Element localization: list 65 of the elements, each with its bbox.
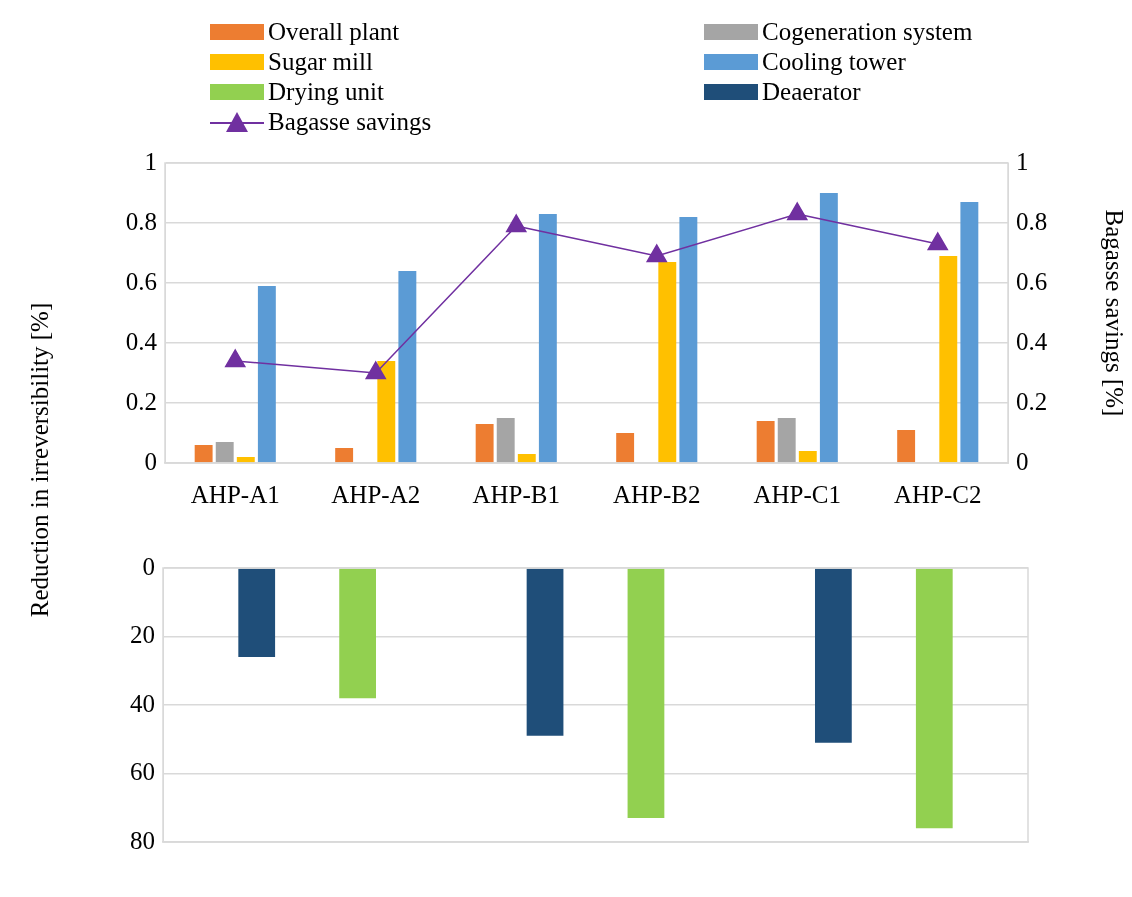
bar	[679, 217, 698, 463]
y2-tick-label: 0.8	[1016, 207, 1048, 235]
y-tick-label: 0.6	[125, 267, 157, 295]
bar	[398, 271, 417, 463]
y2-tick-label: 0.2	[1016, 387, 1048, 415]
bar	[335, 448, 354, 463]
y-tick-label: 0.8	[125, 207, 157, 235]
bar	[236, 457, 255, 463]
point	[927, 232, 949, 251]
legend-label: Deaerator	[762, 78, 861, 106]
bar	[960, 202, 979, 463]
y2-tick-label: 1	[1016, 147, 1029, 175]
bar	[538, 214, 557, 463]
y-tick-label: 0	[144, 447, 157, 475]
bar	[496, 418, 515, 463]
y-tick-label: 20	[130, 621, 155, 649]
bar	[756, 421, 775, 463]
legend-label: Bagasse savings	[268, 108, 432, 136]
bar	[777, 418, 796, 463]
bar	[194, 445, 213, 463]
bar	[897, 430, 916, 463]
x-tick-label: AHP-B2	[612, 480, 701, 508]
y2-tick-label: 0	[1016, 447, 1029, 475]
bar	[939, 256, 958, 463]
y-tick-label: 60	[130, 758, 155, 786]
x-tick-label: AHP-B1	[472, 480, 561, 508]
bar	[616, 433, 635, 463]
x-tick-label: AHP-A2	[331, 480, 421, 508]
y-tick-label: 80	[130, 826, 155, 854]
y2-tick-label: 0.6	[1016, 267, 1048, 295]
y-tick-label: 0.4	[125, 327, 158, 355]
bar	[814, 568, 852, 743]
bar	[915, 568, 953, 829]
x-tick-label: AHP-C2	[893, 480, 982, 508]
bar	[658, 262, 677, 463]
bar	[257, 286, 276, 463]
bar	[526, 568, 564, 736]
y-axis-title: Reduction in irreversibility [%]	[26, 302, 54, 618]
x-tick-label: AHP-A1	[190, 480, 280, 508]
point	[646, 244, 668, 263]
point	[786, 202, 808, 221]
legend-label: Cogeneration system	[762, 18, 973, 46]
x-tick-label: AHP-C1	[753, 480, 842, 508]
bar	[339, 568, 377, 699]
bar	[517, 454, 536, 463]
legend-label: Drying unit	[268, 78, 384, 106]
bar	[238, 568, 276, 658]
bar	[798, 451, 817, 463]
legend-label: Overall plant	[268, 18, 400, 46]
legend-label: Sugar mill	[268, 48, 373, 76]
point	[505, 214, 527, 233]
point	[365, 361, 387, 380]
bar	[627, 568, 665, 819]
y2-axis-title: Bagasse savings [%]	[1101, 209, 1129, 417]
y2-tick-label: 0.4	[1016, 327, 1048, 355]
y-tick-label: 0.2	[125, 387, 157, 415]
legend-label: Cooling tower	[762, 48, 906, 76]
y-tick-label: 1	[144, 147, 157, 175]
bar	[215, 442, 234, 463]
point	[224, 349, 246, 368]
y-tick-label: 0	[142, 552, 155, 580]
bar	[377, 361, 396, 463]
y-tick-label: 40	[130, 689, 155, 717]
bar	[475, 424, 494, 463]
bar	[819, 193, 838, 463]
